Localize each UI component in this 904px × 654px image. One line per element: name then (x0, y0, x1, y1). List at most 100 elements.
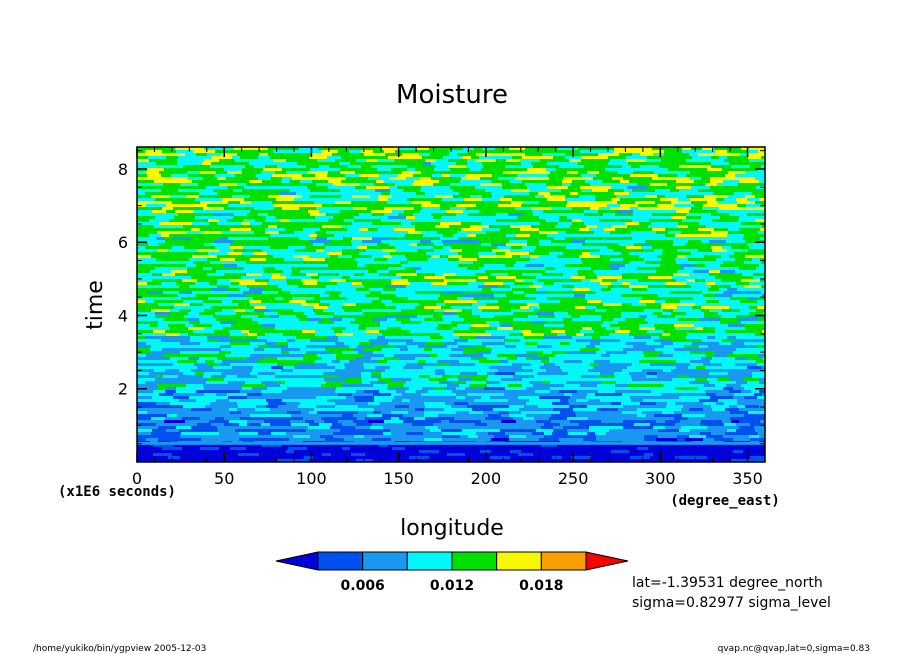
heatmap-cell (746, 354, 758, 358)
heatmap-cell (537, 342, 549, 346)
heatmap-cell (242, 171, 262, 175)
heatmap-cell (331, 453, 352, 457)
heatmap-cell (190, 303, 204, 307)
heatmap-cell (373, 351, 395, 355)
heatmap-cell (250, 210, 272, 214)
heatmap-cell (326, 450, 342, 454)
heatmap-cell (531, 330, 543, 334)
heatmap-cell (340, 189, 356, 193)
heatmap-cell (562, 414, 577, 418)
heatmap-cell (315, 231, 327, 235)
heatmap-cell (248, 321, 259, 325)
heatmap-cell (137, 417, 152, 421)
heatmap-cell (377, 252, 391, 256)
heatmap-cell (397, 219, 412, 223)
heatmap-cell (594, 360, 611, 364)
heatmap-cell (704, 315, 722, 319)
heatmap-cell (628, 381, 642, 385)
heatmap-cell (711, 246, 723, 250)
heatmap-cell (624, 183, 638, 187)
heatmap-cell (536, 246, 547, 250)
heatmap-cell (253, 252, 268, 256)
heatmap-cell (553, 348, 564, 352)
heatmap-cell (613, 363, 633, 367)
heatmap-cell (428, 357, 441, 361)
heatmap-cell (346, 279, 363, 283)
heatmap-cell (741, 162, 757, 166)
heatmap-cell (754, 393, 763, 397)
heatmap-cell (476, 294, 495, 298)
heatmap-cell (502, 390, 515, 394)
heatmap-cell (669, 375, 678, 379)
heatmap-cell (613, 345, 634, 349)
colorbar-under-arrow (275, 551, 319, 571)
heatmap-cell (385, 339, 401, 343)
heatmap-cell (510, 456, 520, 460)
heatmap-cell (267, 303, 285, 307)
heatmap-cell (315, 330, 335, 334)
heatmap-cell (611, 342, 627, 346)
heatmap-cell (601, 420, 616, 424)
heatmap-cell (443, 336, 460, 340)
heatmap-cell (428, 198, 443, 202)
heatmap-cell (457, 285, 479, 289)
heatmap-cell (516, 261, 536, 265)
heatmap-cell (281, 351, 290, 355)
heatmap-cell (562, 258, 573, 262)
heatmap-cell (163, 378, 178, 382)
heatmap-cell (572, 180, 586, 184)
heatmap-cell (639, 324, 655, 328)
heatmap-cell (505, 345, 517, 349)
heatmap-cell (373, 363, 383, 367)
heatmap-cell (396, 207, 415, 211)
heatmap-cell (481, 420, 502, 424)
heatmap-cell (363, 348, 383, 352)
heatmap-cell (620, 204, 639, 208)
heatmap-cell (488, 276, 497, 280)
heatmap-cell (729, 213, 748, 217)
heatmap-cell (598, 234, 610, 238)
heatmap-cell (388, 225, 398, 229)
heatmap-cell (614, 393, 623, 397)
heatmap-cell (500, 180, 511, 184)
heatmap-cell (338, 411, 359, 415)
heatmap-cell (620, 180, 630, 184)
heatmap-cell (623, 168, 633, 172)
heatmap-cell (446, 360, 460, 364)
heatmap-cell (733, 438, 751, 442)
heatmap-cell (590, 303, 604, 307)
heatmap-cell (197, 279, 218, 283)
heatmap-cell (390, 189, 404, 193)
heatmap-cell (460, 435, 469, 439)
heatmap-cell (629, 267, 638, 271)
heatmap-cell (380, 402, 394, 406)
heatmap-cell (739, 216, 752, 220)
heatmap-cell (156, 237, 165, 241)
heatmap-cell (610, 231, 632, 235)
heatmap-cell (165, 330, 179, 334)
heatmap-cell (384, 276, 402, 280)
heatmap-cell (576, 246, 591, 250)
heatmap-cell (195, 273, 208, 277)
heatmap-cell (688, 261, 698, 265)
heatmap-cell (539, 243, 557, 247)
heatmap-cell (555, 267, 575, 271)
heatmap-cell (755, 429, 765, 433)
heatmap-cell (263, 459, 277, 462)
heatmap-cell (351, 453, 366, 457)
heatmap-cell (711, 156, 720, 160)
heatmap-cell (539, 240, 552, 244)
heatmap-cell (625, 423, 635, 427)
heatmap-cell (556, 168, 572, 172)
heatmap-cell (513, 315, 529, 319)
heatmap-cell (237, 234, 253, 238)
heatmap-cell (644, 354, 659, 358)
heatmap-cell (460, 372, 478, 376)
heatmap-cell (220, 336, 230, 340)
heatmap-cell (233, 216, 251, 220)
heatmap-cell (742, 192, 753, 196)
heatmap-cell (347, 228, 360, 232)
heatmap-cell (466, 189, 486, 193)
heatmap-cell (214, 195, 233, 199)
heatmap-cell (715, 384, 727, 388)
